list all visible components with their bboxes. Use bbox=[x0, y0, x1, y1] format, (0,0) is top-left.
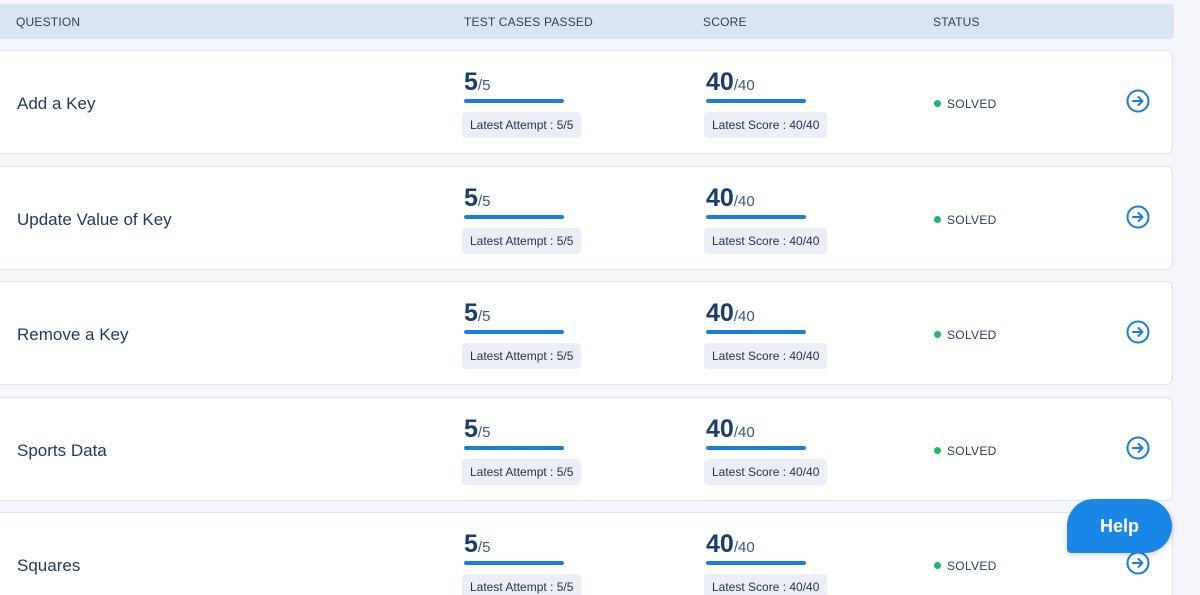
question-title[interactable]: Sports Data bbox=[17, 441, 107, 460]
status-dot-icon bbox=[934, 216, 941, 223]
question-row[interactable]: Squares 5/5 Latest Attempt : 5/5 40/40 L… bbox=[0, 512, 1173, 595]
score-progress-bar bbox=[706, 446, 806, 450]
tests-total-value: /5 bbox=[477, 308, 491, 325]
score-cell: 40/40 Latest Score : 40/40 bbox=[704, 529, 828, 595]
status-dot-icon bbox=[934, 331, 941, 338]
score-progress-fill bbox=[706, 99, 806, 103]
question-title[interactable]: Add a Key bbox=[17, 94, 96, 113]
score-value: 40 bbox=[706, 299, 734, 327]
latest-score-chip: Latest Score : 40/40 bbox=[704, 343, 828, 369]
test-cases-cell: 5/5 Latest Attempt : 5/5 bbox=[462, 298, 582, 369]
score-value: 40 bbox=[706, 415, 734, 443]
tests-passed-value: 5 bbox=[464, 184, 478, 212]
score-progress-fill bbox=[706, 215, 806, 219]
tests-progress-bar bbox=[464, 330, 564, 334]
score-cell: 40/40 Latest Score : 40/40 bbox=[704, 414, 828, 485]
header-test-cases-passed: TEST CASES PASSED bbox=[464, 15, 593, 29]
tests-progress-bar bbox=[464, 561, 564, 565]
tests-progress-fill bbox=[464, 561, 564, 565]
status-badge: SOLVED bbox=[934, 328, 997, 342]
arrow-right-circle-icon[interactable] bbox=[1126, 320, 1150, 344]
score-value: 40 bbox=[706, 68, 734, 96]
status-dot-icon bbox=[934, 447, 941, 454]
latest-score-chip: Latest Score : 40/40 bbox=[704, 228, 828, 254]
tests-passed-value: 5 bbox=[464, 530, 478, 558]
score-progress-bar bbox=[706, 330, 806, 334]
arrow-right-circle-icon[interactable] bbox=[1126, 89, 1150, 113]
status-label: SOLVED bbox=[947, 559, 997, 573]
score-total-value: /40 bbox=[733, 424, 755, 441]
header-question: QUESTION bbox=[16, 15, 81, 29]
score-cell: 40/40 Latest Score : 40/40 bbox=[704, 298, 828, 369]
arrow-right-circle-icon[interactable] bbox=[1126, 436, 1150, 460]
status-label: SOLVED bbox=[947, 444, 997, 458]
score-cell: 40/40 Latest Score : 40/40 bbox=[704, 67, 828, 138]
arrow-right-circle-icon[interactable] bbox=[1126, 551, 1150, 575]
status-badge: SOLVED bbox=[934, 559, 997, 573]
question-row[interactable]: Remove a Key 5/5 Latest Attempt : 5/5 40… bbox=[0, 281, 1173, 385]
score-total-value: /40 bbox=[733, 539, 755, 556]
tests-passed-value: 5 bbox=[464, 68, 478, 96]
test-cases-cell: 5/5 Latest Attempt : 5/5 bbox=[462, 183, 582, 254]
test-cases-cell: 5/5 Latest Attempt : 5/5 bbox=[462, 67, 582, 138]
status-label: SOLVED bbox=[947, 213, 997, 227]
tests-progress-bar bbox=[464, 446, 564, 450]
latest-attempt-chip: Latest Attempt : 5/5 bbox=[462, 459, 582, 485]
tests-total-value: /5 bbox=[477, 193, 491, 210]
latest-score-chip: Latest Score : 40/40 bbox=[704, 112, 828, 138]
header-status: STATUS bbox=[933, 15, 980, 29]
latest-attempt-chip: Latest Attempt : 5/5 bbox=[462, 112, 582, 138]
question-row[interactable]: Sports Data 5/5 Latest Attempt : 5/5 40/… bbox=[0, 397, 1173, 501]
score-total-value: /40 bbox=[733, 193, 755, 210]
score-progress-fill bbox=[706, 561, 806, 565]
status-dot-icon bbox=[934, 100, 941, 107]
question-row[interactable]: Update Value of Key 5/5 Latest Attempt :… bbox=[0, 166, 1173, 270]
arrow-right-circle-icon[interactable] bbox=[1126, 205, 1150, 229]
score-total-value: /40 bbox=[733, 308, 755, 325]
question-title[interactable]: Squares bbox=[17, 556, 81, 575]
status-badge: SOLVED bbox=[934, 213, 997, 227]
status-dot-icon bbox=[934, 562, 941, 569]
tests-progress-fill bbox=[464, 446, 564, 450]
status-label: SOLVED bbox=[947, 328, 997, 342]
score-cell: 40/40 Latest Score : 40/40 bbox=[704, 183, 828, 254]
test-cases-cell: 5/5 Latest Attempt : 5/5 bbox=[462, 529, 582, 595]
tests-progress-bar bbox=[464, 215, 564, 219]
score-total-value: /40 bbox=[733, 77, 755, 94]
score-progress-bar bbox=[706, 561, 806, 565]
latest-score-chip: Latest Score : 40/40 bbox=[704, 574, 828, 595]
status-label: SOLVED bbox=[947, 97, 997, 111]
tests-progress-fill bbox=[464, 99, 564, 103]
header-score: SCORE bbox=[703, 15, 747, 29]
latest-score-chip: Latest Score : 40/40 bbox=[704, 459, 828, 485]
question-title[interactable]: Update Value of Key bbox=[17, 210, 172, 229]
latest-attempt-chip: Latest Attempt : 5/5 bbox=[462, 574, 582, 595]
status-badge: SOLVED bbox=[934, 97, 997, 111]
status-badge: SOLVED bbox=[934, 444, 997, 458]
question-row[interactable]: Add a Key 5/5 Latest Attempt : 5/5 40/40… bbox=[0, 50, 1173, 154]
tests-progress-fill bbox=[464, 330, 564, 334]
latest-attempt-chip: Latest Attempt : 5/5 bbox=[462, 343, 582, 369]
tests-progress-bar bbox=[464, 99, 564, 103]
tests-passed-value: 5 bbox=[464, 299, 478, 327]
question-title[interactable]: Remove a Key bbox=[17, 325, 129, 344]
score-progress-bar bbox=[706, 215, 806, 219]
tests-passed-value: 5 bbox=[464, 415, 478, 443]
test-cases-cell: 5/5 Latest Attempt : 5/5 bbox=[462, 414, 582, 485]
table-header: QUESTION TEST CASES PASSED SCORE STATUS bbox=[0, 4, 1174, 39]
score-progress-fill bbox=[706, 330, 806, 334]
score-value: 40 bbox=[706, 530, 734, 558]
score-progress-fill bbox=[706, 446, 806, 450]
latest-attempt-chip: Latest Attempt : 5/5 bbox=[462, 228, 582, 254]
score-value: 40 bbox=[706, 184, 734, 212]
tests-total-value: /5 bbox=[477, 539, 491, 556]
tests-progress-fill bbox=[464, 215, 564, 219]
score-progress-bar bbox=[706, 99, 806, 103]
tests-total-value: /5 bbox=[477, 77, 491, 94]
tests-total-value: /5 bbox=[477, 424, 491, 441]
help-button[interactable]: Help bbox=[1067, 499, 1172, 553]
